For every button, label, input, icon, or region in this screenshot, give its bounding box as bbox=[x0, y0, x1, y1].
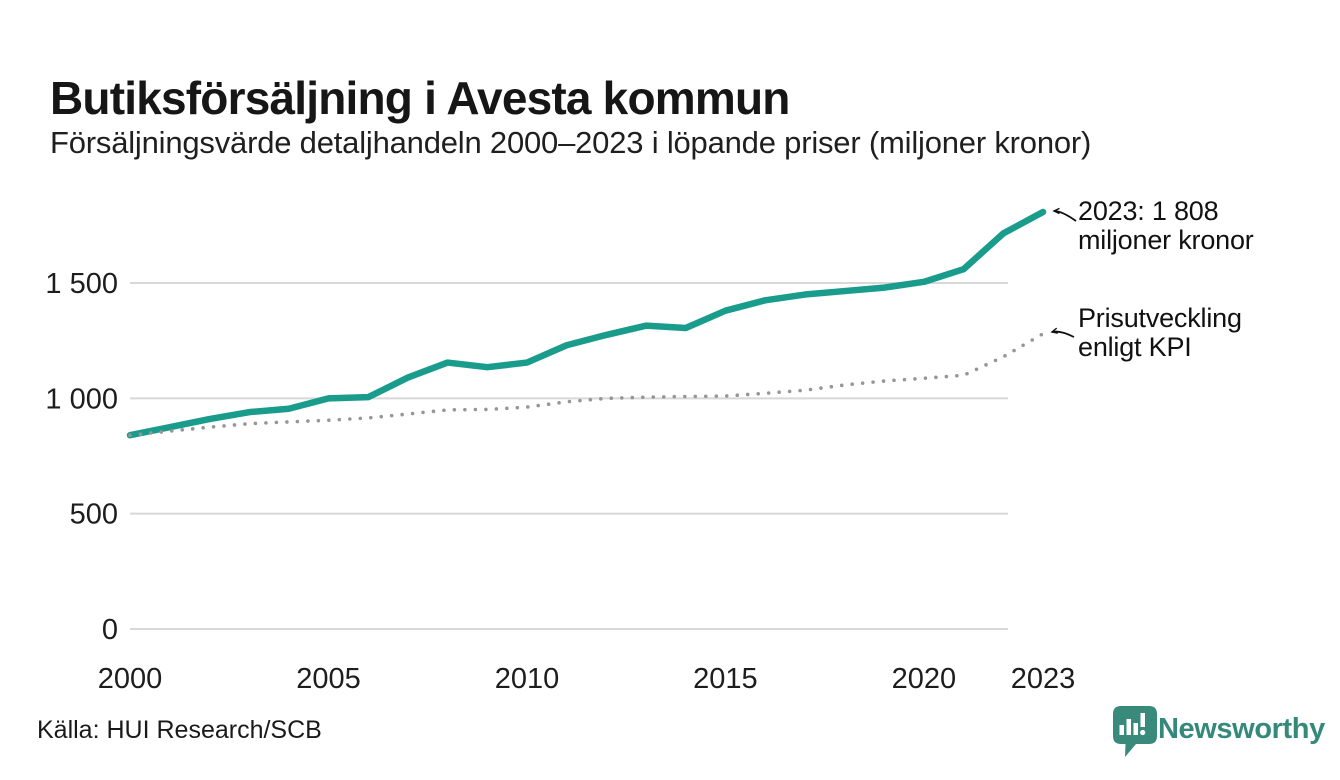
y-tick-label: 1 000 bbox=[45, 383, 118, 415]
x-tick-label: 2015 bbox=[693, 663, 758, 695]
chart-subtitle: Försäljningsvärde detaljhandeln 2000–202… bbox=[50, 125, 1092, 160]
kpi-dotted-line bbox=[128, 331, 1045, 438]
y-tick-label: 0 bbox=[102, 614, 118, 646]
annotation-kpi-line2: enligt KPI bbox=[1078, 332, 1192, 362]
newsworthy-logo-icon bbox=[1113, 706, 1157, 757]
annotation-arrow-sales bbox=[1054, 211, 1077, 222]
page-title: Butiksförsäljning i Avesta kommun bbox=[50, 71, 790, 124]
x-tick-label: 2000 bbox=[98, 663, 163, 695]
x-tick-label: 2020 bbox=[892, 663, 957, 695]
source-credit: Källa: HUI Research/SCB bbox=[37, 716, 322, 744]
annotation-sales-endpoint: 2023: 1 808 miljoner kronor bbox=[1078, 197, 1254, 255]
x-tick-label: 2023 bbox=[1011, 663, 1076, 695]
annotation-kpi: Prisutveckling enligt KPI bbox=[1078, 304, 1242, 362]
x-tick-label: 2010 bbox=[495, 663, 560, 695]
y-tick-label: 1 500 bbox=[45, 268, 118, 300]
x-tick-label: 2005 bbox=[296, 663, 361, 695]
y-tick-label: 500 bbox=[70, 499, 118, 531]
annotation-sales-line1: 2023: 1 808 bbox=[1078, 196, 1219, 226]
annotation-sales-line2: miljoner kronor bbox=[1078, 225, 1254, 255]
annotation-arrow-kpi bbox=[1052, 332, 1075, 338]
newsworthy-wordmark: Newsworthy bbox=[1158, 713, 1325, 745]
sales-line bbox=[126, 208, 1047, 439]
annotation-kpi-line1: Prisutveckling bbox=[1078, 303, 1242, 333]
